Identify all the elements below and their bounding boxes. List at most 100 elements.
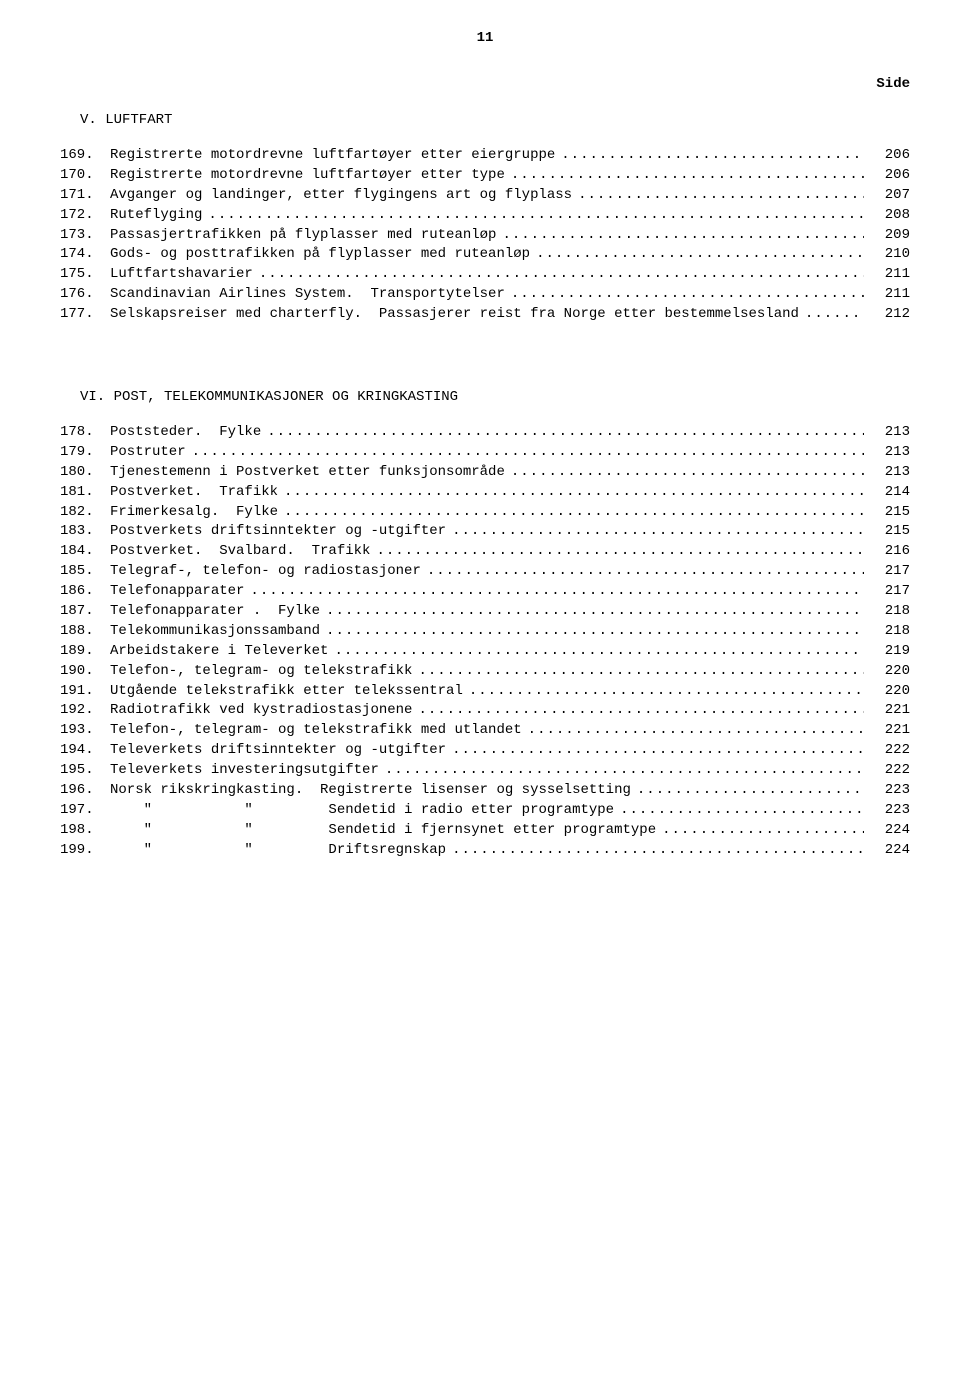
toc-entry-page: 224: [870, 821, 910, 840]
toc-entry-page: 209: [870, 226, 910, 245]
toc-entry-number: 199.: [60, 841, 110, 860]
toc-entry-number: 181.: [60, 483, 110, 502]
toc-entry-title: " " Driftsregnskap: [110, 841, 446, 860]
toc-dot-leader: ........................................…: [578, 186, 864, 205]
toc-entry-page: 211: [870, 265, 910, 284]
toc-entry-number: 191.: [60, 682, 110, 701]
toc-entry-page: 217: [870, 562, 910, 581]
toc-dot-leader: ........................................…: [376, 542, 864, 561]
toc-entry-number: 182.: [60, 503, 110, 522]
toc-dot-leader: ........................................…: [536, 245, 864, 264]
toc-entry-page: 212: [870, 305, 910, 324]
toc-row: 194.Televerkets driftsinntekter og -utgi…: [60, 741, 910, 760]
toc-dot-leader: ........................................…: [259, 265, 864, 284]
toc-entry-page: 221: [870, 721, 910, 740]
toc-row: 196.Norsk rikskringkasting. Registrerte …: [60, 781, 910, 800]
toc-dot-leader: ........................................…: [511, 166, 864, 185]
toc-entry-page: 213: [870, 443, 910, 462]
toc-dot-leader: ........................................…: [267, 423, 864, 442]
toc-section: VI. POST, TELEKOMMUNIKASJONER OG KRINGKA…: [60, 389, 910, 860]
toc-entry-title: Tjenestemenn i Postverket etter funksjon…: [110, 463, 505, 482]
toc-row: 182.Frimerkesalg. Fylke.................…: [60, 503, 910, 522]
toc-entry-title: Arbeidstakere i Televerket: [110, 642, 328, 661]
toc-row: 173.Passasjertrafikken på flyplasser med…: [60, 226, 910, 245]
toc-row: 199. " " Driftsregnskap.................…: [60, 841, 910, 860]
toc-entry-page: 222: [870, 761, 910, 780]
toc-row: 180.Tjenestemenn i Postverket etter funk…: [60, 463, 910, 482]
toc-dot-leader: ........................................…: [662, 821, 864, 840]
toc-entry-number: 179.: [60, 443, 110, 462]
toc-entry-title: " " Sendetid i fjernsynet etter programt…: [110, 821, 656, 840]
toc-entry-title: Ruteflyging: [110, 206, 202, 225]
toc-row: 192.Radiotrafikk ved kystradiostasjonene…: [60, 701, 910, 720]
toc-entry-title: Passasjertrafikken på flyplasser med rut…: [110, 226, 496, 245]
toc-entry-title: Telekommunikasjonssamband: [110, 622, 320, 641]
toc-entry-title: " " Sendetid i radio etter programtype: [110, 801, 614, 820]
toc-entry-page: 208: [870, 206, 910, 225]
toc-row: 187.Telefonapparater . Fylke............…: [60, 602, 910, 621]
toc-entry-title: Televerkets driftsinntekter og -utgifter: [110, 741, 446, 760]
toc-row: 185.Telegraf-, telefon- og radiostasjone…: [60, 562, 910, 581]
toc-dot-leader: ........................................…: [637, 781, 864, 800]
toc-entry-number: 194.: [60, 741, 110, 760]
toc-row: 186.Telefonapparater....................…: [60, 582, 910, 601]
toc-entry-page: 220: [870, 682, 910, 701]
toc-entry-title: Luftfartshavarier: [110, 265, 253, 284]
toc-entry-number: 189.: [60, 642, 110, 661]
toc-dot-leader: ........................................…: [208, 206, 864, 225]
toc-entry-page: 224: [870, 841, 910, 860]
toc-entry-page: 219: [870, 642, 910, 661]
toc-row: 174.Gods- og posttrafikken på flyplasser…: [60, 245, 910, 264]
toc-dot-leader: ........................................…: [326, 602, 864, 621]
toc-entry-number: 180.: [60, 463, 110, 482]
toc-entry-title: Telefon-, telegram- og telekstrafikk med…: [110, 721, 522, 740]
toc-entry-number: 185.: [60, 562, 110, 581]
toc-row: 195.Televerkets investeringsutgifter....…: [60, 761, 910, 780]
toc-row: 172.Ruteflyging.........................…: [60, 206, 910, 225]
toc-entry-title: Postruter: [110, 443, 186, 462]
toc-dot-leader: ........................................…: [620, 801, 864, 820]
section-heading: V. LUFTFART: [80, 112, 910, 128]
toc-entry-title: Registrerte motordrevne luftfartøyer ett…: [110, 146, 555, 165]
toc-section: V. LUFTFART 169.Registrerte motordrevne l…: [60, 112, 910, 324]
toc-dot-leader: ........................................…: [284, 503, 864, 522]
toc-entry-title: Televerkets investeringsutgifter: [110, 761, 379, 780]
toc-entry-number: 187.: [60, 602, 110, 621]
toc-row: 184.Postverket. Svalbard. Trafikk.......…: [60, 542, 910, 561]
toc-dot-leader: ........................................…: [469, 682, 864, 701]
toc-entry-page: 222: [870, 741, 910, 760]
toc-dot-leader: ........................................…: [418, 662, 864, 681]
toc-entry-number: 195.: [60, 761, 110, 780]
section-heading: VI. POST, TELEKOMMUNIKASJONER OG KRINGKA…: [80, 389, 910, 405]
toc-entry-title: Postverket. Svalbard. Trafikk: [110, 542, 370, 561]
toc-row: 189.Arbeidstakere i Televerket..........…: [60, 642, 910, 661]
toc-entry-title: Scandinavian Airlines System. Transporty…: [110, 285, 505, 304]
toc-row: 169.Registrerte motordrevne luftfartøyer…: [60, 146, 910, 165]
toc-entry-page: 206: [870, 146, 910, 165]
toc-entry-title: Gods- og posttrafikken på flyplasser med…: [110, 245, 530, 264]
toc-entry-title: Selskapsreiser med charterfly. Passasjer…: [110, 305, 799, 324]
toc-entry-page: 213: [870, 423, 910, 442]
toc-entry-number: 173.: [60, 226, 110, 245]
toc-entry-page: 218: [870, 622, 910, 641]
toc-row: 177.Selskapsreiser med charterfly. Passa…: [60, 305, 910, 324]
toc-entry-number: 183.: [60, 522, 110, 541]
toc-entry-number: 188.: [60, 622, 110, 641]
toc-entry-page: 214: [870, 483, 910, 502]
toc-row: 193.Telefon-, telegram- og telekstrafikk…: [60, 721, 910, 740]
toc-entry-page: 213: [870, 463, 910, 482]
toc-dot-leader: ........................................…: [334, 642, 864, 661]
toc-entry-number: 171.: [60, 186, 110, 205]
toc-entry-number: 178.: [60, 423, 110, 442]
toc-entry-page: 221: [870, 701, 910, 720]
toc-entry-number: 193.: [60, 721, 110, 740]
toc-row: 191.Utgående telekstrafikk etter telekss…: [60, 682, 910, 701]
toc-entry-number: 170.: [60, 166, 110, 185]
toc-entry-title: Telefon-, telegram- og telekstrafikk: [110, 662, 412, 681]
toc-entry-page: 215: [870, 503, 910, 522]
toc-row: 178.Poststeder. Fylke...................…: [60, 423, 910, 442]
toc-entry-page: 210: [870, 245, 910, 264]
side-header-label: Side: [60, 76, 910, 92]
toc-dot-leader: ........................................…: [561, 146, 864, 165]
toc-entry-number: 174.: [60, 245, 110, 264]
